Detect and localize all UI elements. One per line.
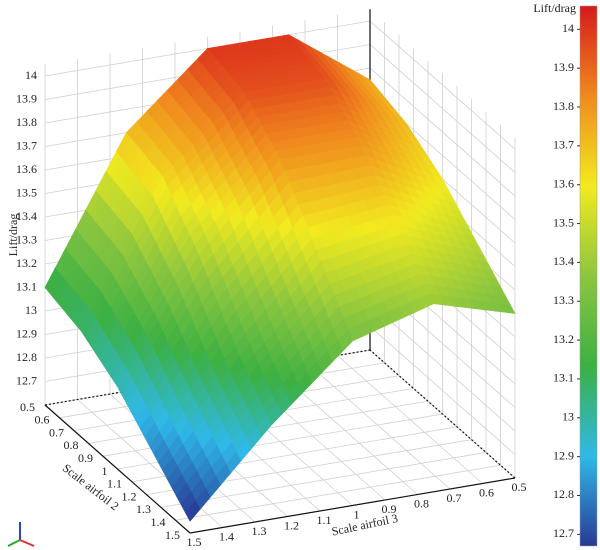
z-tick-label: 14 xyxy=(25,68,37,82)
colorbar-tick-label: 13.6 xyxy=(553,176,574,190)
colorbar-tick-label: 13.7 xyxy=(553,138,574,152)
z-tick-label: 13.9 xyxy=(16,91,37,105)
x-tick-label: 1.1 xyxy=(107,477,122,491)
colorbar-tick-label: 13 xyxy=(562,410,574,424)
surface xyxy=(44,34,516,522)
colorbar-tick-label: 13.4 xyxy=(553,254,574,268)
colorbar-tick-label: 13.1 xyxy=(553,371,574,385)
z-tick-label: 13.4 xyxy=(16,209,37,223)
axis-line xyxy=(44,404,191,534)
z-tick-label: 13.7 xyxy=(16,138,37,152)
x-tick-label: 1.5 xyxy=(165,528,180,542)
y-tick-label: 1.3 xyxy=(252,524,267,538)
y-tick-label: 0.7 xyxy=(447,491,462,505)
surface-patch xyxy=(185,500,201,522)
colorbar-tick-label: 13.9 xyxy=(553,60,574,74)
z-tick-label: 13.2 xyxy=(16,256,37,270)
colorbar-title: Lift/drag xyxy=(533,1,576,15)
colorbar-tick-label: 13.5 xyxy=(553,215,574,229)
colorbar-tick-label: 13.2 xyxy=(553,332,574,346)
x-tick-label: 0.8 xyxy=(64,438,79,452)
colorbar-tick-label: 12.9 xyxy=(553,448,574,462)
axis-triad xyxy=(7,522,35,547)
colorbar-tick-label: 14 xyxy=(562,21,574,35)
z-tick-label: 13 xyxy=(25,303,37,317)
axis-line xyxy=(369,349,516,479)
x-tick-label: 0.5 xyxy=(20,400,35,414)
y-tick-label: 1.4 xyxy=(219,529,234,543)
z-tick-label: 13.3 xyxy=(16,232,37,246)
x-tick-label: 1.3 xyxy=(136,502,151,516)
z-tick-label: 13.5 xyxy=(16,185,37,199)
axis-line xyxy=(189,477,516,534)
colorbar-tick-label: 13.3 xyxy=(553,293,574,307)
x-tick-label: 1 xyxy=(102,464,108,478)
y-tick-label: 0.6 xyxy=(479,485,494,499)
z-tick-label: 12.7 xyxy=(16,373,37,387)
colorbar-tick-label: 13.8 xyxy=(553,99,574,113)
colorbar-tick-label: 12.8 xyxy=(553,487,574,501)
x-tick-label: 1.2 xyxy=(122,489,137,503)
z-tick-label: 13.8 xyxy=(16,115,37,129)
z-axis-title: Lift/drag xyxy=(6,214,20,257)
z-tick-label: 12.9 xyxy=(16,326,37,340)
z-tick-label: 13.1 xyxy=(16,279,37,293)
y-tick-label: 0.5 xyxy=(512,480,527,494)
colorbar xyxy=(579,5,598,547)
x-tick-label: 1.4 xyxy=(151,515,166,529)
labels: 12.7 12.8 12.9 13 13.1 13.2 13.3 13.4 13.5 13.6 13… xyxy=(16,5,598,549)
x-tick-label: 0.6 xyxy=(35,413,50,427)
y-tick-label: 1 xyxy=(354,507,360,521)
x-tick-label: 0.9 xyxy=(78,451,93,465)
y-tick-label: 0.8 xyxy=(414,496,429,510)
y-tick-label: 1.2 xyxy=(284,518,299,532)
y-tick-label: 1.1 xyxy=(317,513,332,527)
y-axis-title: Scale airfoil 3 xyxy=(330,511,399,539)
z-tick-label: 12.8 xyxy=(16,350,37,364)
x-tick-label: 0.7 xyxy=(49,425,64,439)
y-tick-label: 1.5 xyxy=(187,535,202,549)
y-tick-label: 0.9 xyxy=(382,502,397,516)
z-tick-label: 13.6 xyxy=(16,162,37,176)
colorbar-tick-label: 12.7 xyxy=(553,526,574,540)
